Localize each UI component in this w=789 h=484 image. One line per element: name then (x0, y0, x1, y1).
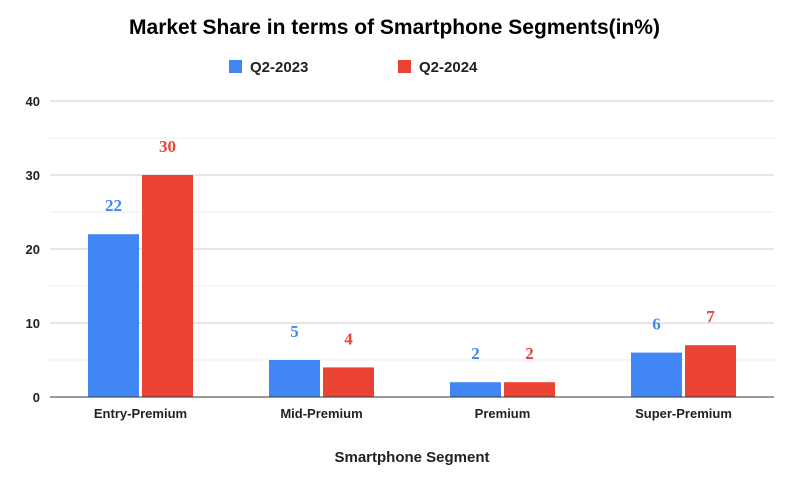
data-label-q2-2023-premium: 2 (471, 344, 480, 363)
x-axis: Entry-Premium Mid-Premium Premium Super-Pre… (94, 406, 732, 421)
chart-title: Market Share in terms of Smartphone Segm… (129, 16, 660, 39)
data-label-q2-2023-mid-premium: 5 (290, 322, 299, 341)
y-tick-label-40: 40 (26, 94, 40, 109)
y-axis: 0 10 20 30 40 (26, 94, 40, 405)
y-tick-label-0: 0 (33, 390, 40, 405)
legend-swatch-q2-2023 (229, 60, 242, 73)
legend: Q2-2023 Q2-2024 (229, 59, 478, 76)
x-axis-title: Smartphone Segment (334, 449, 489, 466)
data-label-q2-2023-super-premium: 6 (652, 315, 661, 334)
x-tick-label-premium: Premium (475, 406, 531, 421)
bar-q2-2023-super-premium (631, 352, 682, 397)
x-tick-label-mid-premium: Mid-Premium (280, 406, 362, 421)
y-tick-label-10: 10 (26, 316, 40, 331)
legend-label-q2-2023: Q2-2023 (250, 59, 308, 76)
bar-q2-2024-mid-premium (323, 367, 374, 397)
bar-q2-2023-entry-premium (88, 234, 139, 397)
bar-q2-2023-premium (450, 382, 501, 397)
data-label-q2-2023-entry-premium: 22 (105, 196, 122, 215)
legend-label-q2-2024: Q2-2024 (419, 59, 478, 76)
bar-q2-2024-super-premium (685, 345, 736, 397)
bar-q2-2024-premium (504, 382, 555, 397)
data-label-q2-2024-entry-premium: 30 (159, 137, 176, 156)
data-label-q2-2024-mid-premium: 4 (344, 329, 353, 348)
data-label-q2-2024-premium: 2 (525, 344, 534, 363)
bar-q2-2023-mid-premium (269, 360, 320, 397)
x-tick-label-entry-premium: Entry-Premium (94, 406, 187, 421)
x-tick-label-super-premium: Super-Premium (635, 406, 732, 421)
y-tick-label-30: 30 (26, 168, 40, 183)
legend-swatch-q2-2024 (398, 60, 411, 73)
data-label-q2-2024-super-premium: 7 (706, 307, 715, 326)
bar-q2-2024-entry-premium (142, 175, 193, 397)
legend-entry-q2-2023: Q2-2023 (229, 59, 308, 76)
y-tick-label-20: 20 (26, 242, 40, 257)
legend-entry-q2-2024: Q2-2024 (398, 59, 478, 76)
